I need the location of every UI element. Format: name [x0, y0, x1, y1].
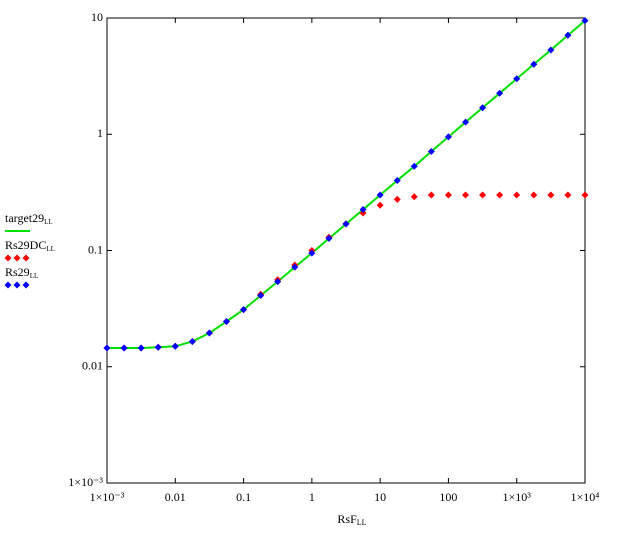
y-tick-label: 1×10⁻³: [68, 475, 103, 489]
data-point: [393, 177, 401, 185]
data-point: [513, 75, 521, 83]
data-point: [376, 191, 384, 199]
plot-frame: [106, 17, 586, 484]
legend-name: target29: [5, 211, 44, 225]
data-point: [257, 292, 265, 300]
data-point: [342, 220, 350, 228]
data-point: [462, 191, 470, 199]
data-point: [291, 263, 299, 271]
legend-subscript: LL: [44, 218, 53, 226]
series-line: [107, 19, 586, 349]
y-tick-label: 1: [97, 126, 103, 140]
data-point: [462, 118, 470, 126]
data-point: [188, 337, 196, 345]
data-point: [513, 191, 521, 199]
data-point: [274, 278, 282, 286]
legend-label: Rs29LL: [5, 265, 38, 280]
legend-subscript: LL: [46, 245, 55, 253]
data-point: [581, 17, 589, 25]
y-tick-label: 10: [91, 10, 103, 24]
legend-swatch: [4, 281, 12, 289]
data-point: [325, 234, 333, 242]
x-axis-label-sub: LL: [357, 518, 367, 527]
data-point: [205, 329, 213, 337]
x-tick-label: 1×10⁻³: [90, 490, 125, 504]
data-point: [479, 191, 487, 199]
data-point: [564, 31, 572, 39]
data-point: [154, 343, 162, 351]
data-point: [120, 344, 128, 352]
data-point: [581, 191, 589, 199]
data-point: [171, 342, 179, 350]
data-point: [496, 89, 504, 97]
legend-swatch: [22, 254, 30, 262]
data-point: [564, 191, 572, 199]
x-tick-label: 1×10⁴: [571, 490, 600, 504]
data-point: [376, 201, 384, 209]
data-point: [393, 195, 401, 203]
legend-label: target29LL: [5, 211, 53, 226]
legend-label: Rs29DCLL: [5, 238, 55, 253]
x-tick-label: 100: [439, 490, 457, 504]
y-tick-label: 0.01: [82, 359, 103, 373]
x-tick-label: 0.1: [236, 490, 251, 504]
data-point: [547, 191, 555, 199]
data-point: [222, 318, 230, 326]
data-point: [308, 249, 316, 257]
data-point: [496, 191, 504, 199]
legend-name: Rs29: [5, 265, 30, 279]
data-point: [137, 344, 145, 352]
data-point: [530, 60, 538, 68]
data-point: [427, 191, 435, 199]
x-axis-label-main: RsF: [337, 512, 357, 526]
legend-swatch: [13, 281, 21, 289]
data-point: [103, 344, 111, 352]
legend-name: Rs29DC: [5, 238, 46, 252]
legend-subscript: LL: [30, 272, 39, 280]
data-point: [427, 148, 435, 156]
x-tick-label: 10: [374, 490, 386, 504]
legend-swatch: [13, 254, 21, 262]
data-point: [444, 133, 452, 141]
data-point: [530, 191, 538, 199]
x-axis-label: RsFLL: [337, 512, 366, 527]
data-point: [479, 104, 487, 112]
legend-swatch: [22, 281, 30, 289]
data-point: [410, 162, 418, 170]
data-point: [410, 193, 418, 201]
y-tick-label: 0.1: [88, 242, 103, 256]
data-point: [359, 206, 367, 214]
data-point: [444, 191, 452, 199]
x-tick-label: 0.01: [165, 490, 186, 504]
legend-swatch: [4, 254, 12, 262]
data-point: [547, 46, 555, 54]
x-tick-label: 1: [309, 490, 315, 504]
data-point: [240, 306, 248, 314]
x-tick-label: 1×10³: [503, 490, 532, 504]
